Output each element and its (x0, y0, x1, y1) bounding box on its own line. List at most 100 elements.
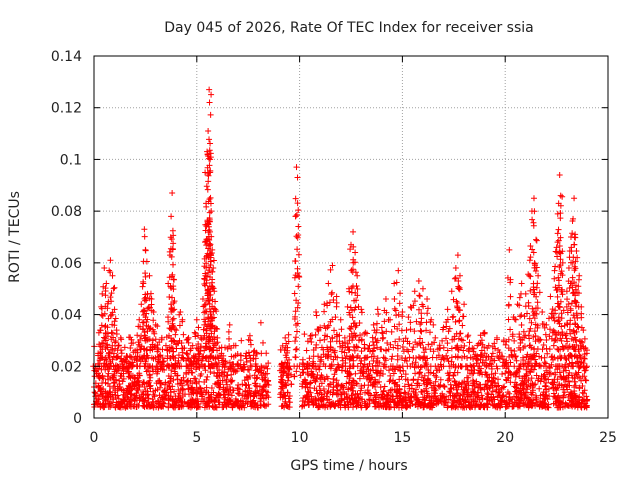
data-point-peak (518, 280, 525, 287)
data-point (537, 336, 544, 343)
data-point (230, 353, 237, 360)
data-point (394, 353, 401, 360)
data-point (416, 335, 423, 342)
data-point (294, 304, 301, 311)
data-point (402, 355, 409, 362)
data-point (567, 280, 574, 287)
data-point (354, 292, 361, 299)
x-tick-label: 0 (90, 430, 99, 446)
data-point (417, 327, 424, 334)
data-point (205, 221, 212, 228)
data-point (505, 316, 512, 323)
data-point (424, 310, 431, 317)
data-point (292, 308, 299, 315)
data-point (296, 363, 303, 370)
data-point (558, 315, 565, 322)
data-point (113, 353, 120, 360)
data-point (406, 340, 413, 347)
data-point (347, 246, 354, 253)
data-point (431, 339, 438, 346)
data-point (558, 323, 565, 330)
data-point (144, 316, 151, 323)
data-point (507, 326, 514, 333)
data-point (295, 273, 302, 280)
data-point-peak (321, 301, 328, 308)
data-point (356, 337, 363, 344)
data-point (208, 233, 215, 240)
data-point-peak (103, 280, 110, 287)
data-point (203, 242, 210, 249)
data-point (383, 328, 390, 335)
data-point (101, 310, 108, 317)
data-point (396, 321, 403, 328)
data-point (166, 325, 173, 332)
data-point (332, 314, 339, 321)
data-point-peak (526, 257, 533, 264)
data-point (207, 194, 214, 201)
data-point (316, 363, 323, 370)
data-point (294, 246, 301, 253)
data-point (169, 294, 176, 301)
data-point-peak (382, 296, 389, 303)
data-point (293, 297, 300, 304)
data-point (168, 345, 175, 352)
data-point (339, 354, 346, 361)
data-point (570, 363, 577, 370)
data-point-peak (362, 329, 369, 336)
data-point (398, 327, 405, 334)
x-tick-label: 15 (393, 430, 411, 446)
data-point-peak (115, 342, 122, 349)
data-point-peak (187, 358, 194, 365)
data-point (320, 346, 327, 353)
data-point (557, 355, 564, 362)
data-point (292, 338, 299, 345)
data-point-peak (428, 316, 435, 323)
data-point (117, 355, 124, 362)
data-point (201, 309, 208, 316)
data-point (176, 311, 183, 318)
data-point (533, 237, 540, 244)
data-point (170, 337, 177, 344)
data-point-peak (168, 213, 175, 220)
data-point-peak (117, 334, 124, 341)
data-point (99, 344, 106, 351)
data-point (123, 358, 130, 365)
data-point (557, 210, 564, 217)
data-point (413, 318, 420, 325)
data-point (141, 297, 148, 304)
data-point (555, 329, 562, 336)
data-point-peak (282, 334, 289, 341)
data-point (455, 278, 462, 285)
data-point (524, 310, 531, 317)
data-point (112, 338, 119, 345)
data-point (444, 316, 451, 323)
data-point (569, 230, 576, 237)
data-point-peak (424, 296, 431, 303)
data-point (571, 234, 578, 241)
data-point (424, 355, 431, 362)
data-point (392, 307, 399, 314)
data-point (128, 354, 135, 361)
data-point (517, 336, 524, 343)
data-point-peak (358, 306, 365, 313)
data-point-peak (556, 171, 563, 178)
data-point (409, 346, 416, 353)
data-point-peak (578, 303, 585, 310)
data-point (344, 303, 351, 310)
data-point-peak (485, 342, 492, 349)
data-point (557, 346, 564, 353)
data-point (147, 290, 154, 297)
data-point (203, 203, 210, 210)
data-point (350, 259, 357, 266)
data-point (106, 354, 113, 361)
data-point (444, 347, 451, 354)
data-point-peak (341, 334, 348, 341)
data-point (342, 355, 349, 362)
data-point (263, 363, 270, 370)
data-point-peak (230, 342, 237, 349)
data-point-peak (391, 280, 398, 287)
data-point (374, 363, 381, 370)
data-point-peak (293, 164, 300, 171)
data-point (575, 290, 582, 297)
data-point (449, 314, 456, 321)
